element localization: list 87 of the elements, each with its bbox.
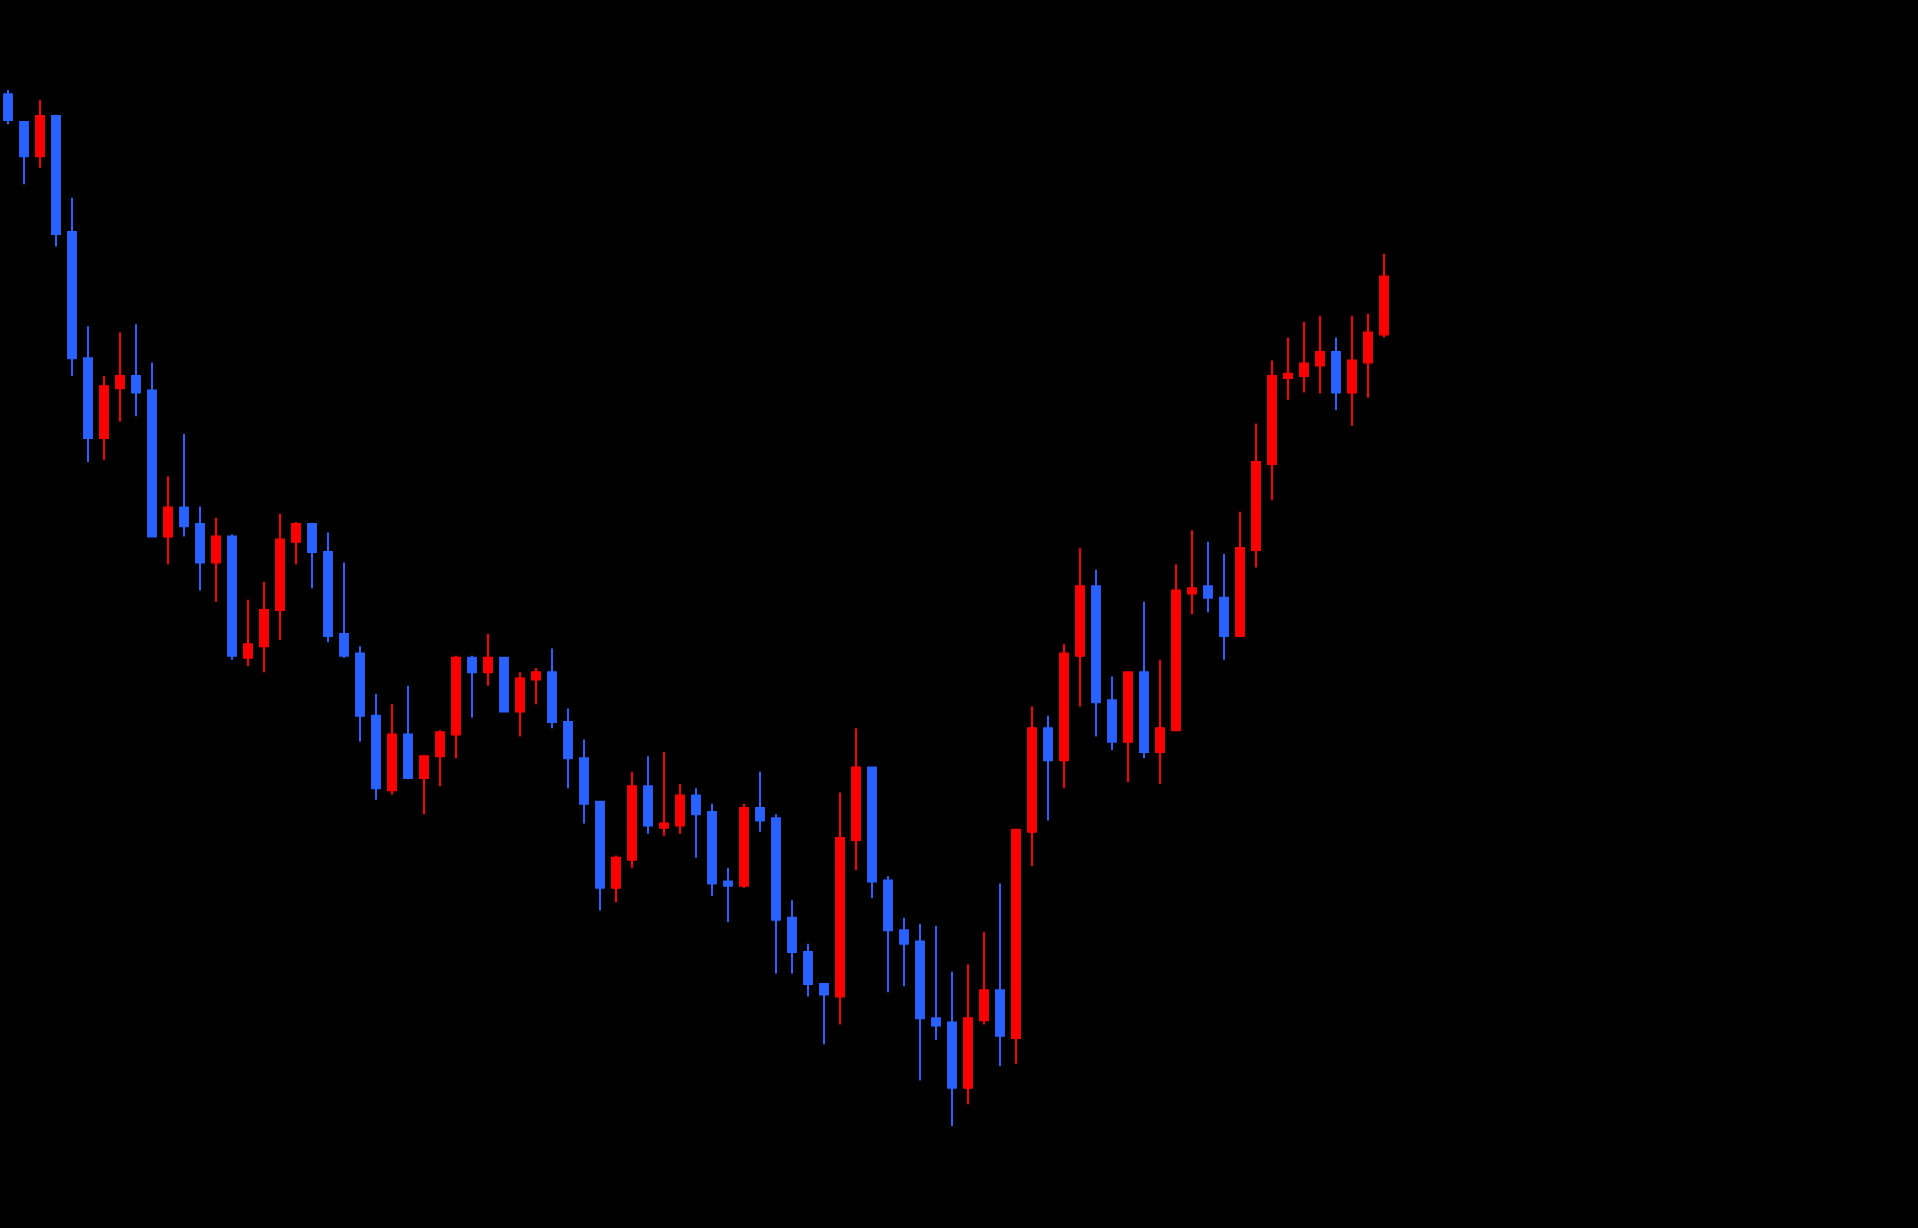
candlestick xyxy=(227,533,237,661)
candlestick xyxy=(1187,529,1197,616)
candlestick xyxy=(819,983,829,1046)
candlestick xyxy=(963,963,973,1106)
candlestick xyxy=(355,645,365,743)
candlestick xyxy=(259,581,269,674)
candlestick xyxy=(435,729,445,788)
candlestick xyxy=(979,931,989,1026)
candlestick xyxy=(691,787,701,859)
candlestick xyxy=(1363,312,1373,399)
candlestick xyxy=(739,802,749,889)
candlestick xyxy=(835,791,845,1026)
candlestick xyxy=(1331,336,1341,412)
candlestick xyxy=(1155,658,1165,786)
candlestick xyxy=(467,654,477,719)
candlestick xyxy=(323,531,333,644)
candlestick xyxy=(1091,568,1101,738)
candlestick xyxy=(915,922,925,1082)
candlestick xyxy=(787,899,797,975)
candlestick xyxy=(195,505,205,592)
candlestick xyxy=(995,882,1005,1067)
candlestick xyxy=(883,875,893,994)
candlestick xyxy=(627,770,637,870)
candlestick xyxy=(803,942,813,998)
candlestick xyxy=(115,331,125,423)
candlestick xyxy=(643,755,653,835)
candlestick xyxy=(1027,705,1037,867)
candlestick xyxy=(1139,600,1149,760)
candlestick xyxy=(339,561,349,659)
candlestick xyxy=(707,802,717,897)
candlestick xyxy=(1059,643,1069,790)
candlestick xyxy=(67,196,77,377)
candlestick xyxy=(371,692,381,801)
candlestick xyxy=(291,521,301,566)
candlestick xyxy=(243,598,253,668)
candlestick xyxy=(515,671,525,738)
candlestick xyxy=(275,512,285,642)
candlestick xyxy=(211,516,221,603)
candlestick xyxy=(947,970,957,1127)
candlestick xyxy=(771,813,781,975)
candlestick xyxy=(1299,321,1309,394)
candlestick xyxy=(931,925,941,1042)
candlestick xyxy=(307,523,317,590)
candlestick xyxy=(1107,675,1117,751)
candlestick xyxy=(419,755,429,816)
candlestick xyxy=(499,656,509,713)
candlestick xyxy=(1123,671,1133,784)
candlestick xyxy=(451,654,461,760)
candlestick xyxy=(595,800,605,912)
candlestick xyxy=(1347,314,1357,427)
candlestick xyxy=(131,323,141,418)
candlestick xyxy=(659,751,669,837)
candlestick xyxy=(83,325,93,463)
candlestick xyxy=(147,361,157,538)
candlestick xyxy=(387,703,397,796)
candlestick xyxy=(755,770,765,833)
candlestick xyxy=(179,432,189,538)
candlestick xyxy=(1011,828,1021,1065)
candlestick xyxy=(547,647,557,730)
candlestick xyxy=(163,475,173,566)
candlestick xyxy=(99,374,109,461)
candlestick xyxy=(403,684,413,779)
candlestick xyxy=(611,854,621,904)
candlestick xyxy=(1235,510,1245,637)
candlestick xyxy=(1283,336,1293,401)
candlestick xyxy=(483,632,493,687)
candlestick xyxy=(867,765,877,900)
candlestick xyxy=(675,783,685,835)
candlestick xyxy=(1219,553,1229,661)
candlestick xyxy=(579,738,589,825)
candlestick xyxy=(1203,540,1213,614)
candlestick xyxy=(899,916,909,988)
candlestick xyxy=(35,99,45,169)
candlestick xyxy=(1251,422,1261,569)
candlestick xyxy=(19,121,29,186)
candlestick xyxy=(51,114,61,248)
candlestick xyxy=(531,667,541,706)
candlestick xyxy=(1379,252,1389,339)
candlestick xyxy=(1171,563,1181,732)
candlestick xyxy=(1075,546,1085,708)
candlestick xyxy=(1043,714,1053,822)
candlestick xyxy=(723,867,733,923)
candlestick xyxy=(563,707,573,790)
candlestick xyxy=(1315,314,1325,395)
candlestick xyxy=(1267,359,1277,502)
candlestick xyxy=(3,89,13,126)
candlestick xyxy=(851,727,861,872)
